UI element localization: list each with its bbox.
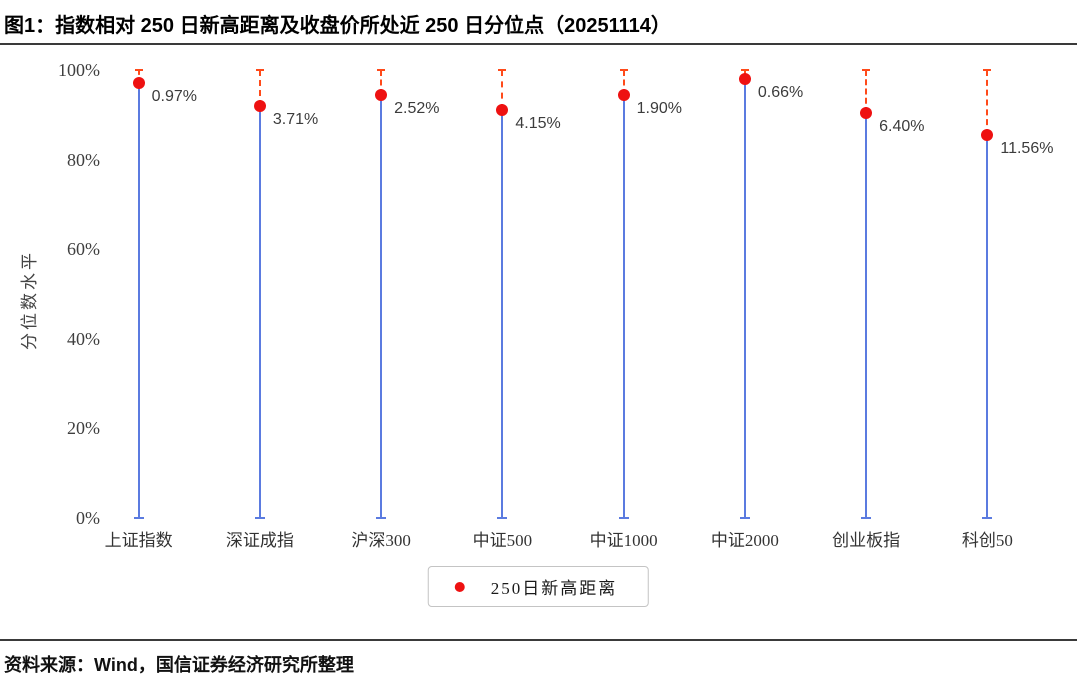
legend-label: 250日新高距离 (490, 579, 618, 598)
range-to-high-dashed-line (622, 70, 625, 95)
range-to-high-dashed-line (501, 70, 504, 111)
percentile-stem (622, 94, 625, 518)
range-to-high-dashed-line (865, 70, 868, 113)
percentile-stem (743, 78, 746, 518)
figure-title: 图1：指数相对 250 日新高距离及收盘价所处近 250 日分位点（202511… (4, 15, 671, 37)
y-tick-label: 100% (58, 60, 100, 80)
data-point-dot (253, 99, 266, 112)
range-to-high-dashed-line (380, 70, 383, 95)
data-point-label: 11.56% (1000, 139, 1054, 157)
data-point-label: 1.90% (636, 99, 682, 117)
stem-bottom-cap (497, 517, 508, 519)
range-to-high-dashed-line (137, 70, 140, 84)
legend-marker-icon (454, 581, 465, 592)
y-tick-label: 20% (67, 418, 100, 439)
stem-bottom-cap (376, 517, 387, 519)
range-top-cap (862, 69, 871, 71)
stem-bottom-cap (133, 517, 144, 519)
range-top-cap (377, 69, 386, 71)
x-axis-category-label: 深证成指 (225, 531, 294, 550)
x-axis-category-label: 沪深300 (351, 531, 411, 550)
y-axis-title: 分位数水平 (20, 250, 39, 350)
footer-divider (0, 639, 1077, 641)
stem-bottom-cap (618, 517, 629, 519)
title-divider (0, 43, 1077, 45)
y-tick-label: 80% (67, 149, 100, 170)
x-axis-category-label: 创业板指 (832, 531, 901, 550)
y-tick-label: 0% (76, 508, 100, 528)
data-point-dot (375, 88, 388, 101)
chart-area: 分位数水平 0% 20% 40% 60% 80% 100% 0.97% 上证指数 3.71% 深证… (20, 60, 1054, 550)
percentile-stem (380, 94, 383, 518)
range-to-high-dashed-line (258, 70, 261, 106)
percentile-stem (986, 134, 989, 518)
data-point-label: 0.97% (151, 88, 197, 106)
range-top-cap (619, 69, 628, 71)
x-axis-category-label: 科创50 (961, 531, 1013, 550)
stem-bottom-cap (254, 517, 265, 519)
percentile-stem (501, 110, 504, 518)
range-top-cap (498, 69, 507, 71)
data-point-label: 0.66% (757, 83, 804, 101)
x-axis-category-label: 中证2000 (710, 531, 779, 550)
range-top-cap (134, 69, 143, 71)
data-point-dot (132, 77, 145, 90)
range-to-high-dashed-line (986, 70, 989, 135)
percentile-stem (258, 105, 261, 518)
range-top-cap (740, 69, 749, 71)
y-tick-label: 60% (67, 239, 100, 260)
stem-bottom-cap (739, 517, 750, 519)
x-axis-category-label: 中证500 (472, 531, 533, 550)
data-point-dot (617, 88, 630, 101)
source-note: 资料来源：Wind，国信证券经济研究所整理 (4, 655, 354, 675)
data-point-dot (860, 106, 873, 119)
percentile-stem (865, 112, 868, 518)
data-point-label: 2.52% (394, 99, 440, 117)
x-axis-category-label: 中证1000 (589, 531, 658, 550)
stem-bottom-cap (861, 517, 872, 519)
range-top-cap (255, 69, 264, 71)
data-point-dot (738, 72, 751, 85)
range-top-cap (983, 69, 992, 71)
data-point-label: 6.40% (879, 117, 925, 135)
data-point-label: 4.15% (515, 115, 561, 133)
data-point-label: 3.71% (272, 110, 319, 128)
x-axis-category-label: 上证指数 (104, 531, 173, 550)
y-tick-label: 40% (67, 328, 100, 349)
stem-bottom-cap (982, 517, 993, 519)
percentile-stem (137, 83, 140, 518)
data-point-dot (496, 104, 509, 117)
data-point-dot (981, 128, 994, 141)
legend: 250日新高距离 (427, 566, 649, 607)
